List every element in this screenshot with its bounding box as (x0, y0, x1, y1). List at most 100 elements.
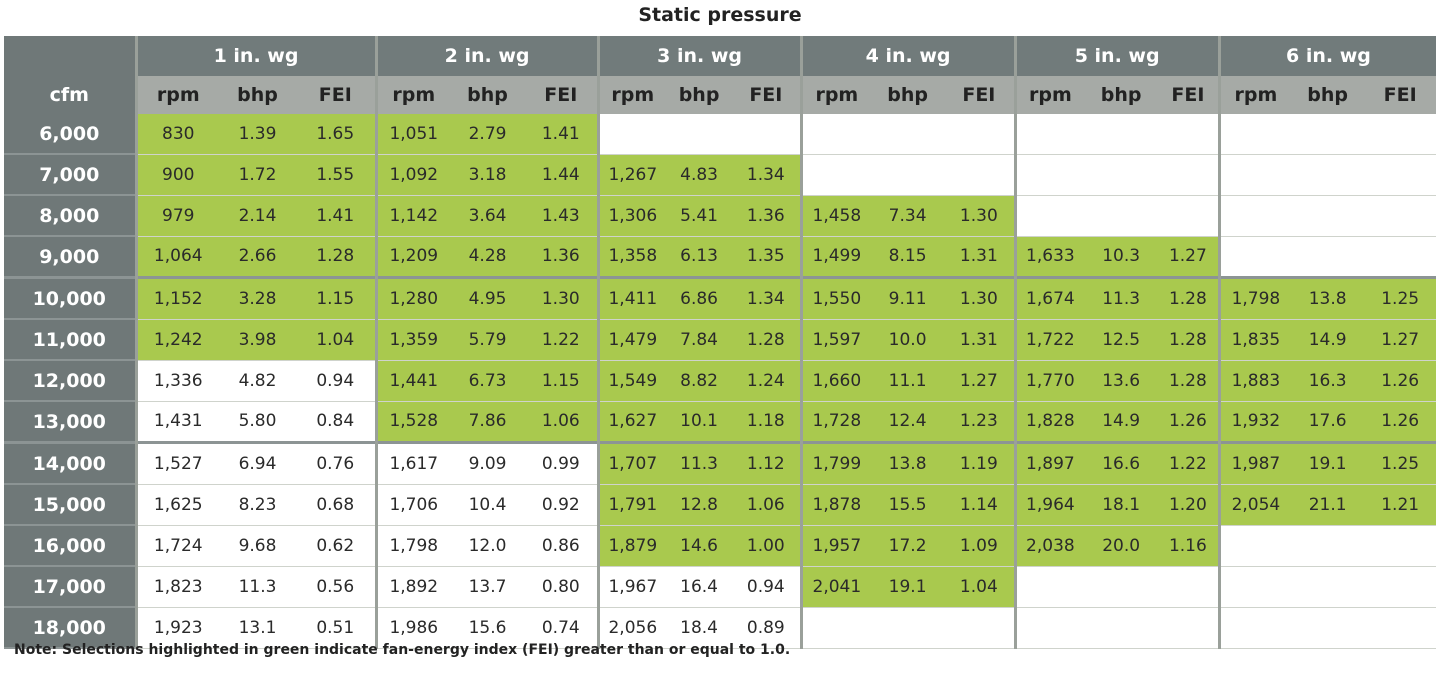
rpm-cell: 1,883 (1217, 360, 1292, 402)
cfm-cell: 7,000 (4, 154, 136, 196)
fei-cell: 1.28 (296, 236, 377, 278)
bhp-cell: 15.5 (871, 484, 945, 526)
table-row: 9,000 1,064 2.66 1.28 1,209 4.28 1.36 1,358 6.13… (4, 236, 1437, 279)
bhp-cell: 12.5 (1084, 319, 1159, 361)
rpm-cell: 1,878 (799, 484, 872, 526)
table-row: 7,000 900 1.72 1.55 1,092 3.18 1.44 1,267 4.83 1.… (4, 154, 1437, 196)
bhp-cell: 18.4 (666, 607, 733, 649)
fei-cell: 1.26 (1364, 360, 1437, 402)
fei-cell: 1.41 (525, 114, 599, 155)
subheader-fei: FEI (296, 76, 377, 114)
group-header-6: 6 in. wg (1217, 36, 1437, 76)
empty-cell (1158, 566, 1220, 608)
subheader-bhp: bhp (871, 76, 945, 114)
group-header-3: 3 in. wg (596, 36, 802, 76)
bhp-cell: 8.15 (871, 236, 945, 278)
fei-cell: 0.89 (732, 607, 802, 649)
bhp-cell: 13.1 (219, 607, 296, 649)
empty-cell (596, 114, 667, 155)
bhp-cell: 9.09 (450, 441, 526, 485)
rpm-cell: 1,828 (1013, 401, 1085, 443)
table-body: 6,000 830 1.39 1.65 1,051 2.79 1.41 7,000 900 1.7… (4, 114, 1437, 649)
empty-cell (871, 154, 945, 196)
group-header-4: 4 in. wg (799, 36, 1016, 76)
rpm-cell: 1,550 (799, 276, 872, 320)
fei-cell: 1.30 (525, 276, 599, 320)
table-row: 17,000 1,823 11.3 0.56 1,892 13.7 0.80 1,967 16.… (4, 566, 1437, 608)
bhp-cell: 2.79 (450, 114, 526, 155)
rpm-cell: 1,092 (374, 154, 451, 196)
empty-cell (1084, 154, 1159, 196)
bhp-cell: 11.1 (871, 360, 945, 402)
corner-cell (4, 36, 136, 76)
empty-cell (1084, 195, 1159, 237)
rpm-cell: 1,267 (596, 154, 667, 196)
empty-cell (799, 607, 872, 649)
cfm-cell: 18,000 (4, 607, 136, 649)
rpm-cell: 1,799 (799, 441, 872, 485)
bhp-cell: 8.23 (219, 484, 296, 526)
bhp-cell: 9.68 (219, 525, 296, 567)
empty-cell (1217, 154, 1292, 196)
table-row: 6,000 830 1.39 1.65 1,051 2.79 1.41 (4, 114, 1437, 155)
empty-cell (1364, 236, 1437, 278)
rpm-cell: 1,617 (374, 441, 451, 485)
fei-cell: 1.20 (1158, 484, 1220, 526)
fei-cell: 1.30 (944, 195, 1016, 237)
empty-cell (1158, 154, 1220, 196)
bhp-cell: 16.4 (666, 566, 733, 608)
subheader-rpm: rpm (799, 76, 872, 114)
table-title: Static pressure (638, 4, 802, 26)
bhp-cell: 6.86 (666, 276, 733, 320)
empty-cell (1217, 525, 1292, 567)
fei-cell: 1.04 (944, 566, 1016, 608)
empty-cell (1364, 525, 1437, 567)
bhp-cell: 9.11 (871, 276, 945, 320)
rpm-cell: 1,336 (134, 360, 219, 402)
empty-cell (944, 114, 1016, 155)
rpm-cell: 1,527 (134, 441, 219, 485)
subheader-rpm: rpm (134, 76, 219, 114)
fei-cell: 1.31 (944, 319, 1016, 361)
bhp-cell: 10.0 (871, 319, 945, 361)
fei-cell: 1.27 (1364, 319, 1437, 361)
subheader-bhp: bhp (1084, 76, 1159, 114)
bhp-cell: 5.80 (219, 401, 296, 443)
bhp-cell: 7.86 (450, 401, 526, 443)
empty-cell (1364, 566, 1437, 608)
fei-cell: 1.34 (732, 154, 802, 196)
rpm-cell: 1,986 (374, 607, 451, 649)
table-row: 14,000 1,527 6.94 0.76 1,617 9.09 0.99 1,707 11.… (4, 441, 1437, 485)
empty-cell (944, 154, 1016, 196)
subheader-fei: FEI (525, 76, 599, 114)
rpm-cell: 1,707 (596, 441, 667, 485)
empty-cell (1084, 566, 1159, 608)
pressure-group-row: 1 in. wg 2 in. wg 3 in. wg 4 in. wg 5 in… (4, 36, 1437, 76)
empty-cell (1217, 607, 1292, 649)
empty-cell (1291, 236, 1365, 278)
bhp-cell: 13.8 (1291, 276, 1365, 320)
bhp-cell: 7.84 (666, 319, 733, 361)
rpm-cell: 2,041 (799, 566, 872, 608)
bhp-cell: 6.73 (450, 360, 526, 402)
rpm-cell: 1,932 (1217, 401, 1292, 443)
empty-cell (799, 114, 872, 155)
fei-cell: 0.99 (525, 441, 599, 485)
fei-cell: 0.74 (525, 607, 599, 649)
rpm-cell: 1,441 (374, 360, 451, 402)
bhp-cell: 11.3 (1084, 276, 1159, 320)
fei-cell: 1.65 (296, 114, 377, 155)
bhp-cell: 3.64 (450, 195, 526, 237)
fei-cell: 0.94 (296, 360, 377, 402)
rpm-cell: 1,209 (374, 236, 451, 278)
empty-cell (1084, 607, 1159, 649)
rpm-cell: 1,479 (596, 319, 667, 361)
fei-cell: 1.36 (525, 236, 599, 278)
bhp-cell: 14.9 (1084, 401, 1159, 443)
empty-cell (1364, 154, 1437, 196)
bhp-cell: 5.41 (666, 195, 733, 237)
rpm-cell: 1,625 (134, 484, 219, 526)
rpm-cell: 1,051 (374, 114, 451, 155)
rpm-cell: 1,280 (374, 276, 451, 320)
bhp-cell: 6.13 (666, 236, 733, 278)
